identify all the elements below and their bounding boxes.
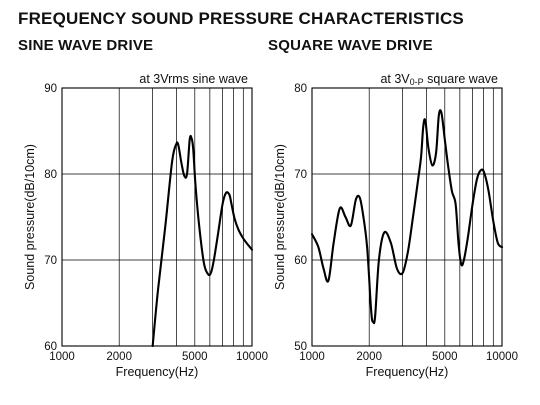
square-x-tick-label: 10000: [486, 351, 518, 363]
square-x-axis-label: Frequency(Hz): [366, 365, 449, 379]
sine-y-axis-label: Sound pressure(dB/10cm): [23, 144, 37, 290]
sine-plot-frame: [61, 87, 253, 347]
sine-x-tick-label: 10000: [236, 351, 268, 363]
square-y-tick-label: 60: [294, 255, 307, 267]
square-chart: 50 60 70 80 1000 2000 5000 10000 Frequency(Hz) So…: [273, 72, 518, 379]
sine-y-tick-label: 60: [44, 341, 57, 353]
sine-annotation: at 3Vrms sine wave: [139, 72, 248, 86]
square-x-tick-label: 1000: [299, 351, 325, 363]
sine-series-line: [151, 134, 254, 348]
square-plot-frame: [311, 87, 503, 347]
square-annotation: at 3V0-P square wave: [380, 72, 498, 87]
square-y-tick-label: 50: [294, 341, 307, 353]
square-x-tick-label: 2000: [356, 351, 382, 363]
square-x-tick-label: 5000: [432, 351, 458, 363]
sine-y-tick-label: 90: [44, 83, 57, 95]
sine-chart-title: SINE WAVE DRIVE: [18, 37, 154, 54]
sine-x-tick-label: 2000: [106, 351, 132, 363]
page-title: FREQUENCY SOUND PRESSURE CHARACTERISTICS: [18, 9, 464, 28]
square-chart-title: SQUARE WAVE DRIVE: [268, 37, 433, 54]
sine-x-axis-label: Frequency(Hz): [116, 365, 199, 379]
sine-x-tick-label: 1000: [49, 351, 75, 363]
sine-chart: 60 70 80 90 1000 2000 5000 10000 Frequency(Hz) So…: [23, 72, 268, 379]
square-series-line: [310, 109, 504, 325]
sine-x-tick-label: 5000: [182, 351, 208, 363]
sine-y-tick-label: 80: [44, 169, 57, 181]
square-y-tick-label: 70: [294, 169, 307, 181]
sine-y-tick-label: 70: [44, 255, 57, 267]
square-y-axis-label: Sound pressure(dB/10cm): [273, 144, 287, 290]
square-y-tick-label: 80: [294, 83, 307, 95]
